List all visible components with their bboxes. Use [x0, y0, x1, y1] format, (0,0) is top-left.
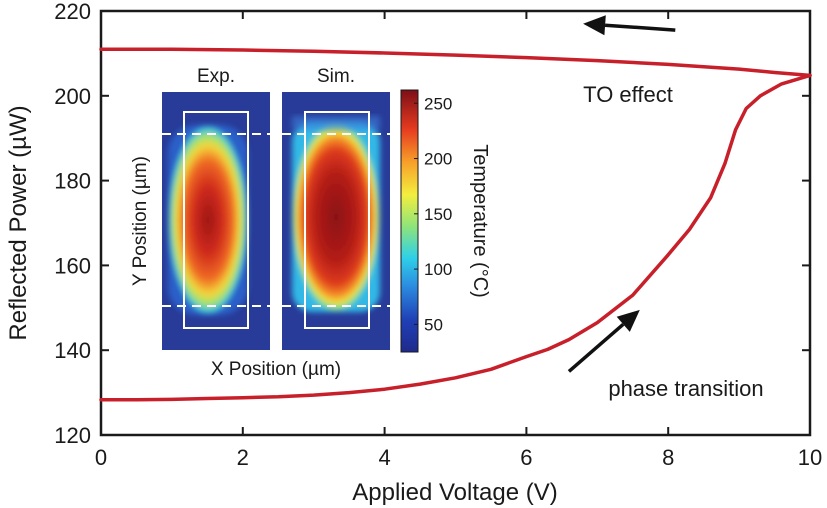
- annotation-to-effect: TO effect: [583, 82, 673, 107]
- colorbar-label: Temperature (°C): [469, 144, 491, 298]
- inset-panel-label-exp: Exp.: [197, 66, 235, 87]
- device-outline-exp: [183, 111, 249, 329]
- device-outline-sim: [304, 111, 370, 329]
- arrow-head: [616, 309, 640, 332]
- annotation-phase-transition: phase transition: [608, 376, 763, 401]
- heat-region-exp: [168, 125, 248, 315]
- arrow-2: [567, 309, 640, 373]
- colorbar-tick-label: 50: [424, 315, 443, 334]
- colorbar: [400, 89, 419, 353]
- x-tick-label: 8: [662, 445, 674, 470]
- x-tick-label: 6: [520, 445, 532, 470]
- series-layer: [99, 47, 812, 402]
- heat-region-sim: [292, 122, 380, 312]
- y-axis-label: Reflected Power (µW): [5, 105, 32, 340]
- y-tick-label: 140: [54, 338, 91, 363]
- colorbar-tick-label: 200: [424, 150, 452, 169]
- plot-frame: [99, 9, 812, 437]
- y-tick-label: 220: [54, 0, 91, 24]
- colorbar-tick-label: 250: [424, 94, 452, 113]
- inset-x-label: X Position (µm): [211, 359, 341, 380]
- arrow-shaft: [567, 323, 625, 373]
- x-tick-label: 10: [798, 445, 822, 470]
- axis-ticks: [100, 10, 811, 436]
- inset-panel-label-sim: Sim.: [317, 66, 355, 87]
- colorbar-tick-label: 150: [424, 205, 452, 224]
- inset: Exp. Sim. X Position (µm) Y Position (µm…: [130, 66, 491, 380]
- y-tick-label: 120: [54, 423, 91, 448]
- y-tick-label: 160: [54, 253, 91, 278]
- axis-tick-labels: 0 2 4 6 8 10 120 140 160 180 200 220: [54, 0, 822, 470]
- arrow-layer: [567, 15, 676, 373]
- x-tick-label: 2: [237, 445, 249, 470]
- arrow-1: [583, 15, 676, 36]
- y-tick-label: 180: [54, 169, 91, 194]
- inset-y-label: Y Position (µm): [130, 156, 151, 286]
- colorbar-tick-label: 100: [424, 260, 452, 279]
- series-line-2: [99, 47, 812, 78]
- x-tick-label: 0: [95, 445, 107, 470]
- x-tick-label: 4: [378, 445, 390, 470]
- colorbar-ticks: 50 100 150 200 250: [414, 94, 452, 334]
- x-axis-label: Applied Voltage (V): [352, 479, 557, 506]
- y-tick-label: 200: [54, 84, 91, 109]
- arrow-shaft: [604, 23, 676, 32]
- series-line-1: [99, 73, 812, 402]
- sim-top-band: [292, 116, 380, 130]
- arrow-head: [583, 15, 606, 36]
